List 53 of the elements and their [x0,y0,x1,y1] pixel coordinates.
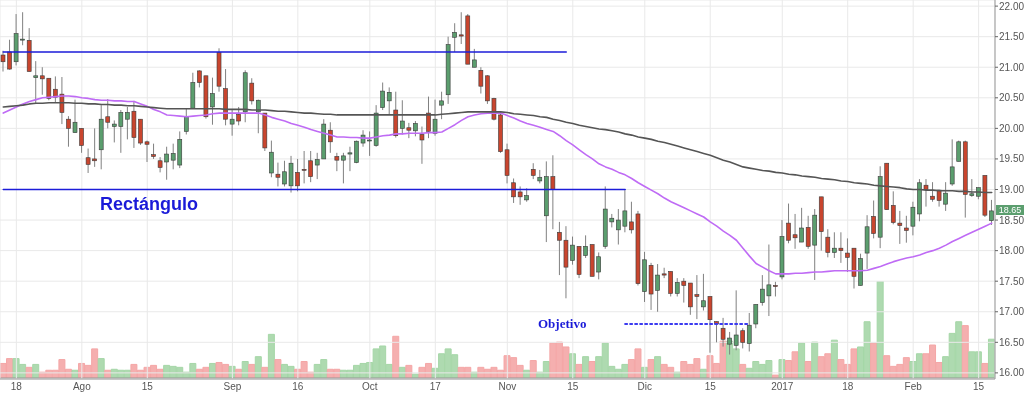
candlestick [472,48,477,68]
candlestick [753,303,759,329]
bar [392,335,400,378]
y-tick-label: 16.50 [999,336,1024,348]
candlestick [904,215,909,244]
candlestick [949,138,955,187]
y-tick-label: 18.50 [999,214,1024,226]
y-tick-label: 21.00 [999,61,1024,73]
x-tick-label: Nov [498,381,517,393]
y-tick-label: 20.00 [999,122,1024,134]
candlestick [328,121,333,154]
candlestick [825,228,831,258]
annotation: Objetivo [538,316,587,332]
y-tick-label: 17.50 [999,275,1024,287]
bar [876,281,884,378]
candlestick [386,86,392,116]
candlestick [452,22,457,53]
y-tick-label: 20.50 [999,92,1024,104]
x-tick-label: 15 [973,381,985,393]
x-tick-label: 16 [292,381,304,393]
candlestick [419,126,425,165]
bar [798,342,806,378]
x-tick-label: Oct [362,381,378,393]
bar [870,342,878,378]
y-tick-label: 17.00 [999,306,1024,318]
x-tick-label: Sep [223,381,242,393]
x-tick-label: Ago [72,381,92,393]
x-tick-label: 2017 [771,381,794,393]
candlestick [269,140,274,178]
annotation: Rectángulo [100,194,199,215]
candlestick [746,312,752,352]
x-tick-label: 18 [842,381,854,393]
candlestick [439,91,444,120]
candlestick [183,108,189,135]
x-tick-label: Dic [637,381,653,393]
y-tick-label: 18.00 [999,245,1024,257]
y-tick-label: 19.00 [999,184,1024,196]
y-tick-label: 19.50 [999,153,1024,165]
y-tick-label: 21.50 [999,31,1024,43]
x-tick-label: 17 [429,381,442,393]
candlestick [380,82,385,111]
candlestick [334,152,340,172]
candlestick [341,152,346,184]
x-tick-label: Feb [904,381,923,393]
candlestick [33,60,39,105]
x-tick-label: 15 [141,381,154,393]
y-tick-label: 22.00 [999,0,1024,12]
x-tick-label: 18 [10,381,23,393]
bar [811,341,819,378]
annotation: 18.65 [996,204,1024,215]
x-tick-label: 15 [567,381,579,393]
y-tick-label: 16.00 [999,367,1024,379]
x-tick-label: 15 [704,381,717,393]
